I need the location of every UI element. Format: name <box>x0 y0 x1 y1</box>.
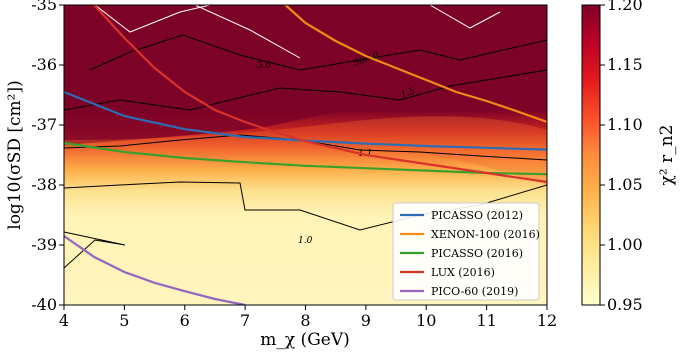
y-tick-label: -35 <box>31 0 57 14</box>
colorbar-tick-label: 0.95 <box>607 295 643 314</box>
series-line-3 <box>93 5 547 184</box>
legend-label-3: LUX (2016) <box>431 266 495 279</box>
colorbar-label: χ² r_n2 <box>657 125 677 186</box>
colorbar-tick-label: 1.15 <box>607 55 643 74</box>
x-tick-label: 10 <box>416 311 436 330</box>
contour-white-2 <box>194 5 301 59</box>
y-tick-label: -39 <box>31 235 57 254</box>
heatmap-transition <box>64 116 547 185</box>
contour-label-1-0: 1.0 <box>298 236 313 246</box>
x-tick-label: 7 <box>240 311 250 330</box>
series-line-2 <box>64 141 547 176</box>
y-axis: -40 -39 -38 -37 -36 -35 <box>31 0 64 314</box>
colorbar-gradient <box>581 4 601 306</box>
colorbar-tick-label: 1.20 <box>607 0 643 14</box>
y-axis-label: log10(σSD [cm²]) <box>5 80 25 229</box>
series-lines <box>64 5 547 305</box>
x-tick-label: 5 <box>119 311 129 330</box>
colorbar-tick-label: 1.05 <box>607 175 643 194</box>
contour-5 <box>89 34 547 71</box>
x-axis-label: m_χ (GeV) <box>260 330 350 350</box>
contour-label-5: 5.0 <box>257 61 272 71</box>
legend: PICASSO (2012) XENON-100 (2016) PICASSO (2… <box>392 202 540 301</box>
heatmap-high-region <box>64 5 547 145</box>
x-tick-label: 9 <box>361 311 371 330</box>
x-tick-label: 11 <box>476 311 496 330</box>
x-tick-label: 8 <box>300 311 310 330</box>
x-axis: 4 5 6 7 8 9 10 11 12 <box>59 305 557 330</box>
y-tick-label: -38 <box>31 175 57 194</box>
x-tick-label: 6 <box>180 311 190 330</box>
x-tick-label: 4 <box>59 311 69 330</box>
y-tick-label: -40 <box>31 295 57 314</box>
colorbar-ticks: 0.95 1.00 1.05 1.10 1.15 1.20 <box>600 0 643 314</box>
contour-small <box>64 231 126 269</box>
contour-label-1-5: 1.5 <box>400 86 417 100</box>
y-tick-label: -37 <box>31 115 57 134</box>
series-line-4 <box>64 235 246 305</box>
series-line-1 <box>283 5 547 124</box>
contour-1-5 <box>64 69 547 111</box>
contour-white-1 <box>94 5 211 33</box>
colorbar-tick-label: 1.00 <box>607 235 643 254</box>
x-tick-label: 12 <box>537 311 557 330</box>
y-tick-label: -36 <box>31 55 57 74</box>
legend-label-2: PICASSO (2016) <box>431 247 523 260</box>
colorbar: 0.95 1.00 1.05 1.10 1.15 1.20 χ² r_n2 <box>581 0 677 314</box>
legend-label-0: PICASSO (2012) <box>431 209 523 222</box>
legend-box <box>392 202 540 301</box>
colorbar-tick-label: 1.10 <box>607 115 643 134</box>
legend-label-4: PICO-60 (2019) <box>431 285 518 298</box>
legend-label-1: XENON-100 (2016) <box>431 228 540 241</box>
contour-white-3 <box>429 5 501 29</box>
